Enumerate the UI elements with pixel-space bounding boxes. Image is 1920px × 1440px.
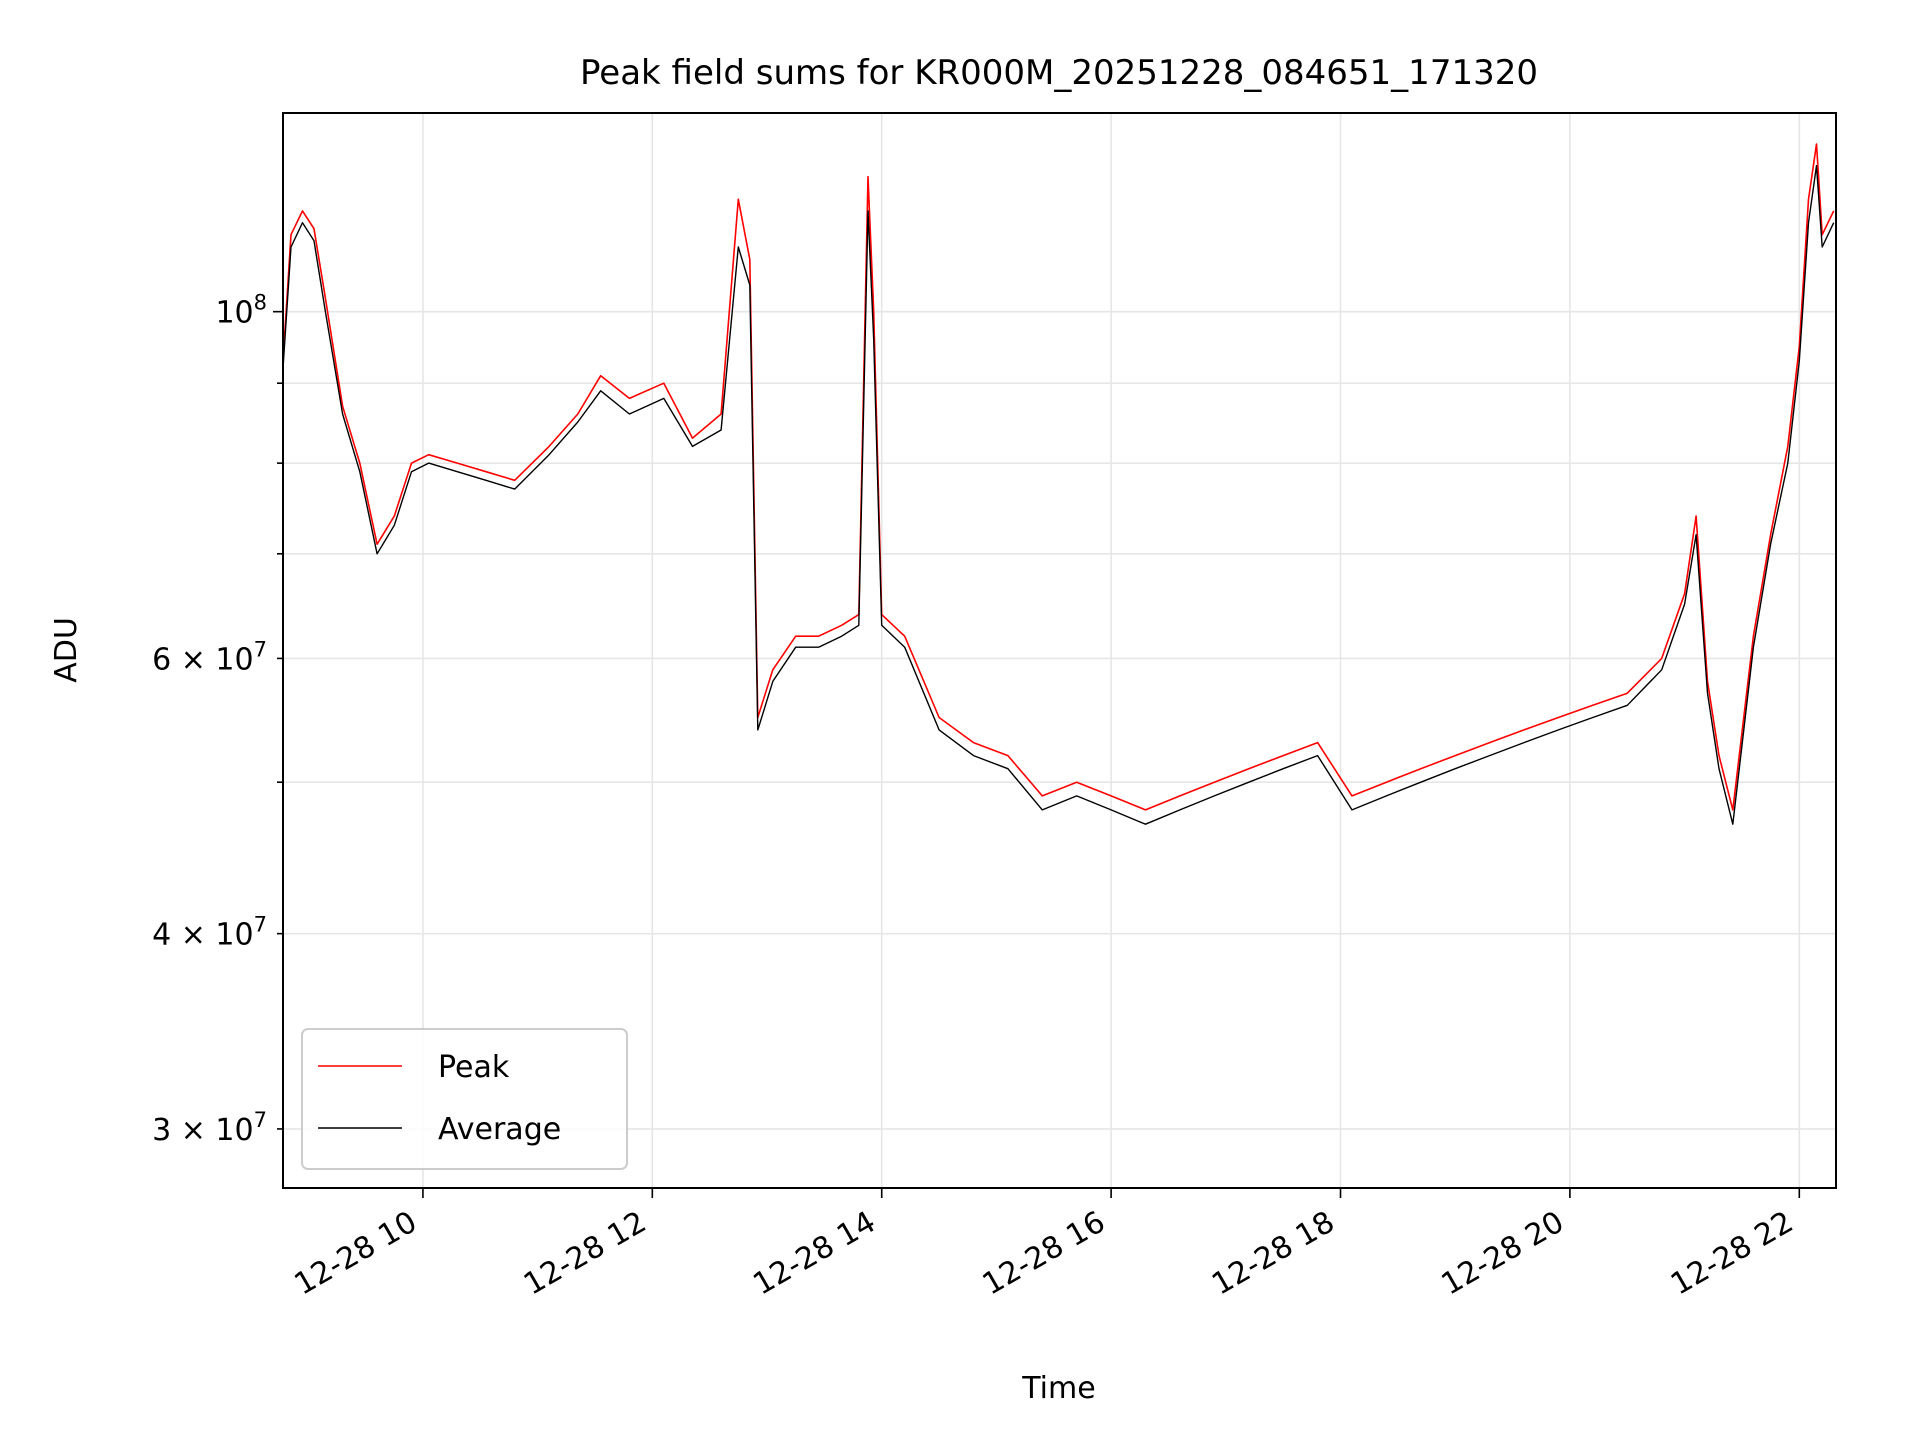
y-tick-mantissa: 6 × 10 xyxy=(152,642,253,677)
plot-frame xyxy=(282,112,1837,1189)
y-tick-label: 3 × 107 xyxy=(152,1108,267,1148)
y-axis-label: ADU xyxy=(49,617,84,683)
y-tick-label: 4 × 107 xyxy=(152,913,267,953)
series-line-peak xyxy=(282,143,1835,811)
y-tick-mantissa: 4 × 10 xyxy=(152,918,253,953)
series-layer xyxy=(282,143,1835,825)
x-axis-label: Time xyxy=(1021,1371,1095,1406)
y-tick-exponent: 7 xyxy=(254,913,267,937)
y-tick-exponent: 8 xyxy=(254,291,267,315)
chart-title: Peak field sums for KR000M_20251228_0846… xyxy=(580,53,1538,93)
y-tick-mantissa: 3 × 10 xyxy=(152,1113,253,1148)
grid xyxy=(283,113,1836,1188)
legend-box xyxy=(301,1028,628,1170)
series-line-average xyxy=(282,164,1835,825)
y-tick-exponent: 7 xyxy=(254,637,267,661)
legend-peak-label: Peak xyxy=(438,1050,510,1085)
y-tick-label: 6 × 107 xyxy=(152,637,267,677)
y-tick-label: 108 xyxy=(215,291,267,331)
legend-average-label: Average xyxy=(438,1112,561,1147)
legend: Peak Average xyxy=(301,1028,628,1170)
y-tick-mantissa: 10 xyxy=(215,296,253,331)
y-tick-exponent: 7 xyxy=(254,1108,267,1132)
